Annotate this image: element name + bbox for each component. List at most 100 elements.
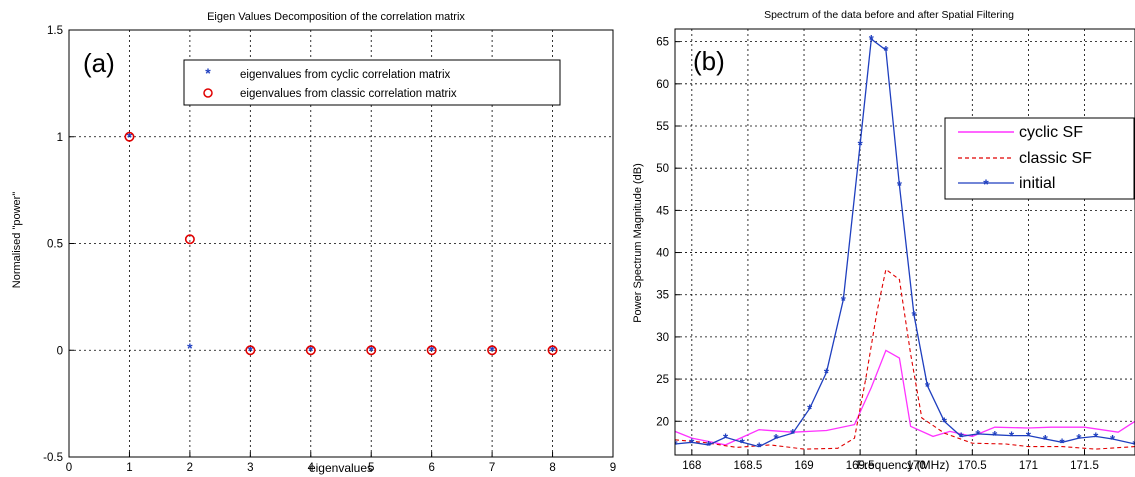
- chart-a-y-tick-label: 1: [57, 132, 63, 144]
- chart-b-data-point-initial: *: [975, 427, 981, 442]
- chart-b-legend-label-initial: initial: [1019, 175, 1055, 192]
- chart-a-y-ticks: -0.5 0 0.5 1 1.5: [43, 25, 74, 464]
- chart-b-y-tick-label: 65: [656, 37, 669, 49]
- chart-b-data-point-initial: *: [942, 414, 948, 429]
- chart-a-panel-label: (a): [83, 48, 115, 78]
- chart-b-y-tick-label: 35: [656, 290, 669, 302]
- chart-b-data-point-initial: *: [757, 440, 763, 455]
- chart-b-data-point-initial: *: [706, 438, 712, 453]
- chart-b-legend-label-cyclic: cyclic SF: [1019, 124, 1083, 141]
- chart-b-grid: [675, 29, 1135, 455]
- chart-b-y-tick-label: 30: [656, 332, 669, 344]
- chart-b-data-point-initial: *: [1076, 431, 1082, 446]
- chart-a-x-tick-label: 3: [247, 462, 253, 474]
- chart-b-series-line-cyclic-sf: [675, 349, 1135, 446]
- chart-b-data-point-initial: *: [883, 43, 889, 58]
- chart-b-data-point-initial: *: [689, 435, 695, 450]
- eigen-values-chart: Eigen Values Decomposition of the correl…: [11, 11, 616, 475]
- chart-a-x-tick-label: 7: [489, 462, 495, 474]
- chart-b-panel-label: (b): [693, 46, 725, 76]
- chart-a-data-point-eigenvalues-from-cyclic-correlation-matrix: *: [429, 342, 435, 358]
- chart-a-series: * * * * * * * *: [124, 129, 558, 358]
- chart-b-data-point-initial: *: [1093, 429, 1099, 444]
- chart-a-y-tick-label: 1.5: [47, 25, 63, 37]
- chart-b-data-point-initial: *: [841, 293, 847, 308]
- chart-b-x-tick-label: 169.5: [846, 460, 875, 472]
- chart-a-data-point-eigenvalues-from-cyclic-correlation-matrix: *: [308, 342, 314, 358]
- chart-b-y-tick-label: 25: [656, 374, 669, 386]
- chart-a-x-axis-label: eigenvalues: [309, 461, 373, 475]
- chart-a-x-ticks: 0 1 2 3 4 5 6 7 8 9: [66, 452, 616, 474]
- chart-b-data-point-initial: *: [911, 308, 917, 323]
- chart-b-data-point-initial: *: [925, 379, 931, 394]
- chart-b-x-tick-label: 169: [794, 460, 813, 472]
- chart-a-x-tick-label: 9: [610, 462, 616, 474]
- chart-a-x-tick-label: 5: [368, 462, 374, 474]
- chart-b-legend-star-marker: *: [983, 176, 989, 192]
- chart-b-y-tick-label: 50: [656, 163, 669, 175]
- chart-a-y-tick-label: 0.5: [47, 239, 63, 251]
- chart-b-x-tick-label: 170.5: [958, 460, 987, 472]
- chart-a-data-point-eigenvalues-from-classic-correlation-matrix: [124, 131, 135, 142]
- chart-b-data-point-initial: *: [869, 32, 875, 47]
- chart-b-x-tick-label: 168: [682, 460, 701, 472]
- chart-b-data-point-initial: *: [807, 402, 813, 417]
- chart-a-data-point-eigenvalues-from-classic-correlation-matrix: [305, 345, 316, 356]
- chart-b-x-tick-label: 171.5: [1070, 460, 1099, 472]
- chart-a-legend-box: [183, 59, 561, 106]
- chart-a-data-point-eigenvalues-from-cyclic-correlation-matrix: *: [550, 342, 556, 358]
- chart-b-plot-area: [674, 28, 1135, 456]
- chart-b-x-tick-label: 171: [1019, 460, 1038, 472]
- chart-b-series: * * * * * * * * * * * * * * * * * * * * * * * * * * * * *: [675, 32, 1135, 455]
- chart-b-x-tick-label: 170: [907, 460, 926, 472]
- chart-b-data-point-initial: *: [723, 430, 729, 445]
- chart-b-y-axis-label: Power Spectrum Magnitude (dB): [632, 163, 644, 323]
- chart-a-y-tick-label: -0.5: [43, 452, 63, 464]
- chart-b-y-ticks: 20 25 30 35 40 45 50 55 60 65: [656, 37, 680, 428]
- chart-b-data-point-initial: *: [740, 435, 746, 450]
- chart-a-legend-circle-marker: [203, 88, 213, 98]
- chart-a-y-tick-label: 0: [57, 345, 63, 357]
- chart-b-data-point-initial: *: [1132, 437, 1135, 452]
- chart-a-x-tick-label: 0: [66, 462, 72, 474]
- chart-a-data-point-eigenvalues-from-classic-correlation-matrix: [184, 234, 195, 245]
- chart-a-data-point-eigenvalues-from-classic-correlation-matrix: [366, 345, 377, 356]
- chart-a-x-tick-label: 4: [308, 462, 315, 474]
- chart-b-data-point-initial: *: [790, 426, 796, 441]
- chart-a-data-point-eigenvalues-from-cyclic-correlation-matrix: *: [248, 342, 254, 358]
- chart-b-y-tick-label: 55: [656, 121, 669, 133]
- chart-b-data-point-initial: *: [1060, 435, 1066, 450]
- chart-b-series-line-classic-sf: [675, 268, 1135, 450]
- chart-a-x-tick-label: 2: [187, 462, 193, 474]
- chart-a-data-point-eigenvalues-from-classic-correlation-matrix: [426, 345, 437, 356]
- chart-a-data-point-eigenvalues-from-cyclic-correlation-matrix: *: [127, 129, 133, 145]
- chart-a-data-point-eigenvalues-from-cyclic-correlation-matrix: *: [489, 342, 495, 358]
- chart-b-legend: cyclic SF classic SF * initial: [944, 117, 1135, 200]
- chart-b-y-tick-label: 20: [656, 416, 669, 428]
- chart-b-x-tick-label: 168.5: [734, 460, 763, 472]
- chart-b-data-point-initial: *: [824, 365, 830, 380]
- chart-b-title: Spectrum of the data before and after Sp…: [764, 9, 1014, 21]
- chart-b-data-point-initial: *: [858, 138, 864, 153]
- chart-b-data-point-initial: *: [1009, 429, 1015, 444]
- chart-a-y-axis-label: Normalised "power": [11, 192, 23, 289]
- chart-b-data-point-initial: *: [1110, 432, 1116, 447]
- chart-b-data-point-initial: *: [773, 431, 779, 446]
- chart-a-data-point-eigenvalues-from-classic-correlation-matrix: [487, 345, 498, 356]
- chart-b-data-point-initial: *: [992, 428, 998, 443]
- chart-b-y-tick-label: 45: [656, 205, 669, 217]
- chart-b-legend-label-classic: classic SF: [1019, 150, 1092, 167]
- spectrum-chart: Spectrum of the data before and after Sp…: [632, 9, 1135, 472]
- chart-a-legend: * eigenvalues from cyclic correlation ma…: [183, 59, 561, 106]
- chart-a-data-point-eigenvalues-from-classic-correlation-matrix: [245, 345, 256, 356]
- chart-a-data-point-eigenvalues-from-cyclic-correlation-matrix: *: [368, 342, 374, 358]
- chart-b-data-point-initial: *: [1043, 432, 1049, 447]
- chart-b-x-ticks: 168 168.5 169 169.5 170 170.5 171 171.5: [682, 450, 1099, 472]
- chart-a-x-tick-label: 8: [549, 462, 555, 474]
- chart-b-data-point-initial: *: [897, 178, 903, 193]
- chart-a-title: Eigen Values Decomposition of the correl…: [207, 11, 465, 23]
- chart-a-x-tick-label: 1: [126, 462, 132, 474]
- chart-b-data-point-initial: *: [959, 429, 965, 444]
- chart-a-legend-label-classic: eigenvalues from classic correlation mat…: [240, 88, 457, 100]
- chart-b-y-tick-label: 60: [656, 79, 669, 91]
